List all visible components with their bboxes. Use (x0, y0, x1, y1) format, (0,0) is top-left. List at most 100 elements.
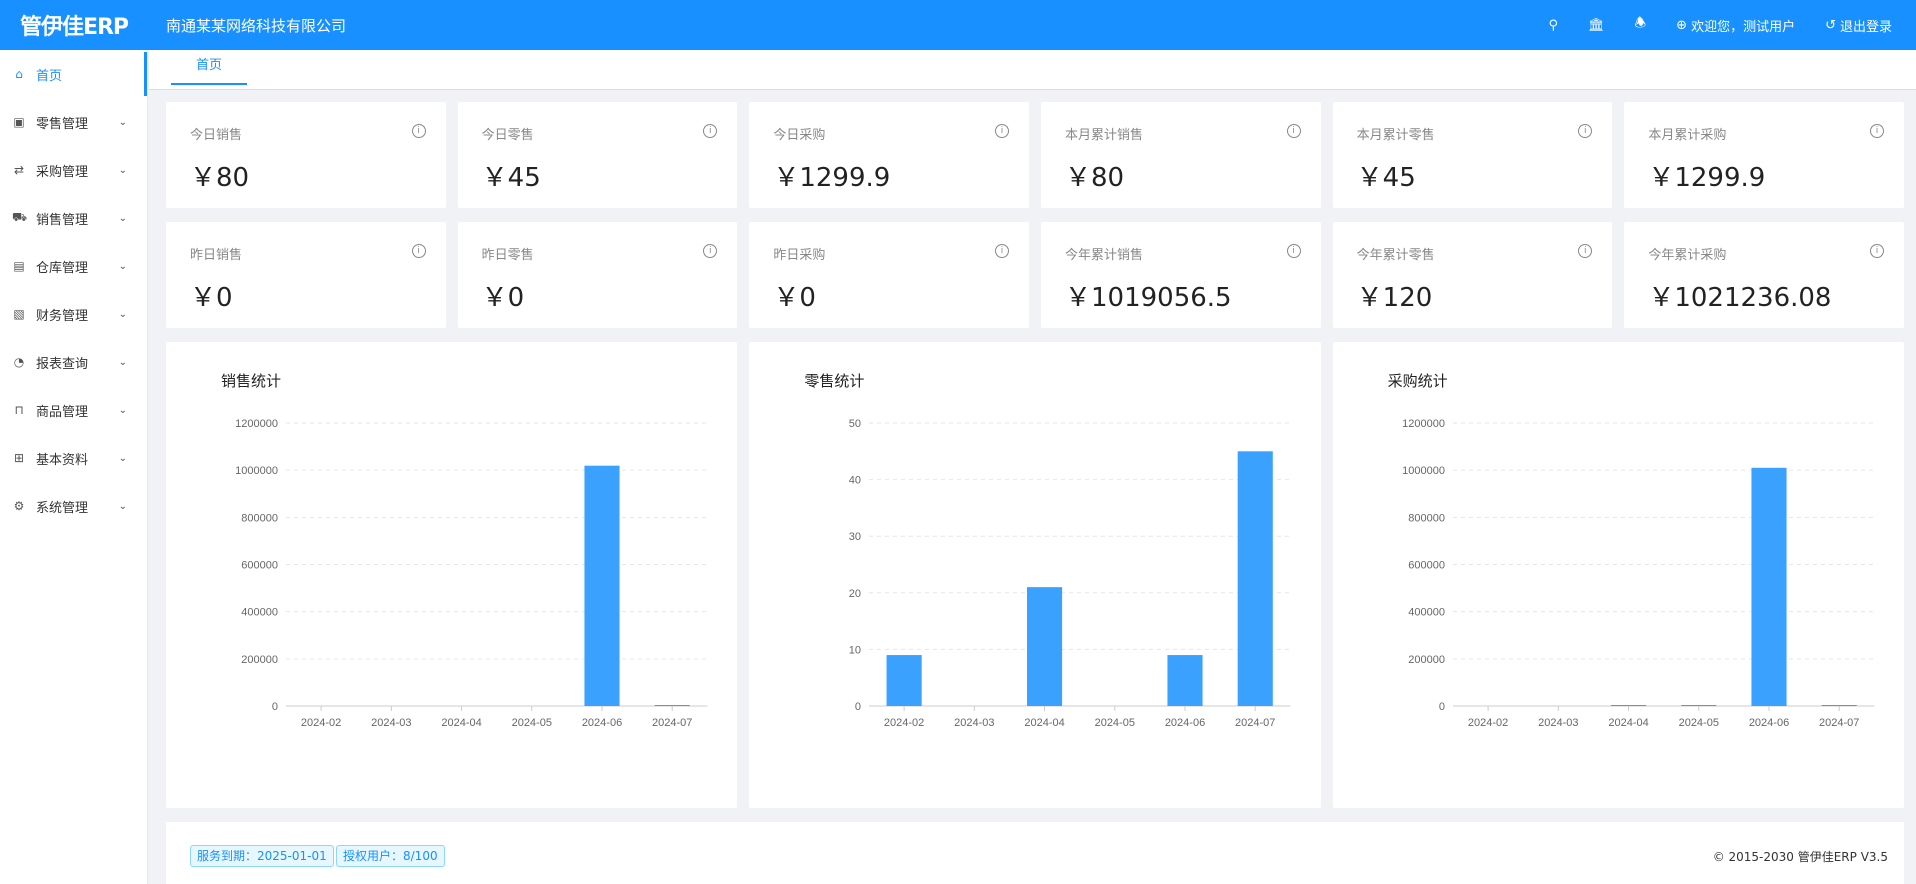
stat-value: ￥45 (481, 163, 541, 193)
info-icon[interactable]: i (994, 244, 1009, 258)
sidebar-item-label: 基本资料 (36, 452, 89, 468)
sidebar-item-label: 仓库管理 (36, 260, 89, 276)
grid-icon: ⊞ (13, 451, 25, 465)
x-tick-label: 2024-04 (441, 717, 481, 729)
sidebar-item-label: 销售管理 (36, 212, 89, 228)
y-tick-label: 800000 (241, 512, 278, 524)
licensed-users-badge: 授权用户：8/100 (336, 845, 445, 867)
stat-label: 昨日销售 (190, 248, 243, 263)
y-tick-label: 400000 (241, 607, 278, 619)
chart-title: 采购统计 (1387, 372, 1448, 390)
sidebar-item-5[interactable]: ▧ 财务管理 ⌄ (0, 290, 147, 338)
swap-icon: ⇄ (13, 163, 25, 177)
sidebar-item-1[interactable]: ▣ 零售管理 ⌄ (0, 98, 147, 146)
bank-icon[interactable]: 🏛 (1588, 17, 1605, 33)
bar (584, 465, 620, 706)
stat-card: 今日零售 i ￥45 (457, 102, 738, 208)
user-icon: ⊕ (1676, 17, 1688, 33)
home-icon: ⌂ (15, 67, 23, 81)
info-icon[interactable]: i (994, 124, 1009, 138)
x-tick-label: 2024-02 (1468, 717, 1508, 729)
stat-label: 今日采购 (773, 128, 826, 143)
chart-card: 零售统计 0 10 20 30 40 50 2024-02 2024-03 2024-04 2024… (749, 342, 1321, 808)
y-tick-label: 1200000 (1402, 418, 1445, 430)
logout-button[interactable]: ↺ 退出登录 (1825, 16, 1892, 35)
bar (1167, 655, 1203, 706)
sidebar-item-7[interactable]: ⊓ 商品管理 ⌄ (0, 386, 147, 434)
info-icon[interactable]: i (1578, 124, 1593, 138)
stat-value: ￥80 (190, 163, 250, 193)
app-logo[interactable]: 管伊佳ERP (19, 15, 129, 40)
chevron-down-icon: ⌄ (118, 404, 127, 416)
sidebar-item-4[interactable]: ▤ 仓库管理 ⌄ (0, 242, 147, 290)
bell-icon[interactable]: 🕭 (1634, 16, 1647, 31)
chevron-down-icon: ⌄ (118, 260, 127, 272)
stat-value: ￥1021236.08 (1648, 283, 1832, 313)
tab-bar: 首页 (149, 50, 1916, 90)
stat-value: ￥0 (190, 283, 233, 313)
stat-card: 今年累计零售 i ￥120 (1332, 222, 1613, 328)
info-icon[interactable]: i (703, 124, 718, 138)
y-tick-label: 30 (849, 531, 861, 543)
bar (1821, 705, 1857, 706)
sidebar-item-label: 采购管理 (36, 164, 89, 180)
chevron-down-icon: ⌄ (118, 308, 127, 320)
user-menu[interactable]: ⊕ 欢迎您，测试用户 (1676, 16, 1795, 35)
stat-card: 今年累计销售 i ￥1019056.5 (1041, 222, 1321, 328)
chevron-down-icon: ⌄ (118, 116, 127, 128)
welcome-text: 欢迎您，测试用户 (1691, 19, 1796, 35)
info-icon[interactable]: i (1578, 244, 1593, 258)
y-tick-label: 20 (849, 588, 861, 600)
search-icon[interactable]: ⚲ (1548, 17, 1558, 33)
sidebar-item-0[interactable]: ⌂ 首页 (0, 50, 147, 98)
bar (654, 705, 690, 706)
tab-home[interactable]: 首页 (171, 50, 247, 85)
stat-value: ￥1299.9 (1648, 163, 1766, 193)
chevron-down-icon: ⌄ (118, 452, 127, 464)
info-icon[interactable]: i (1286, 244, 1301, 258)
info-icon[interactable]: i (703, 244, 718, 258)
sidebar: ⌂ 首页 ▣ 零售管理 ⌄ ⇄ 采购管理 ⌄ ⛟ 销售管理 ⌄ ▤ 仓库管理 ⌄ ▧ 财务管理 ⌄ ◔ 报表查询 ⌄ ⊓… (0, 50, 148, 884)
chart-card: 销售统计 0 200000 400000 600000 800000 1000000 1200… (166, 342, 738, 808)
y-tick-label: 200000 (1408, 654, 1445, 666)
info-icon[interactable]: i (1869, 124, 1884, 138)
logout-icon: ↺ (1825, 17, 1836, 33)
sidebar-item-8[interactable]: ⊞ 基本资料 ⌄ (0, 434, 147, 482)
stat-value: ￥0 (481, 283, 525, 313)
info-icon[interactable]: i (1869, 244, 1884, 258)
y-tick-label: 200000 (241, 654, 278, 666)
y-tick-label: 50 (849, 418, 861, 430)
info-icon[interactable]: i (411, 244, 426, 258)
chevron-down-icon: ⌄ (118, 500, 127, 512)
y-tick-label: 600000 (1408, 560, 1445, 572)
chevron-down-icon: ⌄ (118, 212, 127, 224)
x-tick-label: 2024-06 (1748, 717, 1788, 729)
sidebar-item-3[interactable]: ⛟ 销售管理 ⌄ (0, 194, 147, 242)
x-tick-label: 2024-05 (1678, 717, 1718, 729)
info-icon[interactable]: i (1286, 124, 1301, 138)
sidebar-item-6[interactable]: ◔ 报表查询 ⌄ (0, 338, 147, 386)
stat-label: 本月累计销售 (1065, 128, 1144, 143)
sidebar-item-label: 零售管理 (36, 116, 89, 132)
stat-card: 本月累计采购 i ￥1299.9 (1624, 102, 1904, 208)
info-icon[interactable]: i (411, 124, 426, 138)
stat-value: ￥80 (1065, 163, 1125, 193)
x-tick-label: 2024-03 (954, 717, 994, 729)
sidebar-item-9[interactable]: ⚙ 系统管理 ⌄ (0, 482, 147, 530)
sidebar-item-2[interactable]: ⇄ 采购管理 ⌄ (0, 146, 147, 194)
service-expire-badge: 服务到期：2025-01-01 (190, 845, 334, 867)
x-tick-label: 2024-06 (582, 717, 622, 729)
sidebar-item-label: 报表查询 (36, 356, 89, 372)
x-tick-label: 2024-03 (371, 717, 411, 729)
x-tick-label: 2024-03 (1538, 717, 1578, 729)
y-tick-label: 800000 (1408, 512, 1445, 524)
stat-label: 本月累计零售 (1356, 128, 1435, 143)
bar (886, 655, 922, 706)
x-tick-label: 2024-04 (1025, 717, 1065, 729)
chart-card: 采购统计 0 200000 400000 600000 800000 1000000 1200… (1332, 342, 1904, 808)
top-header: 管伊佳ERP 南通某某网络科技有限公司 ⚲ 🏛 🕭 ⊕ 欢迎您，测试用户 ↺ 退出登… (0, 0, 1916, 50)
x-tick-label: 2024-02 (884, 717, 924, 729)
bar-chart: 0 10 20 30 40 50 2024-02 2024-03 2024-04 2024-05 2… (849, 418, 1291, 729)
stat-value: ￥1299.9 (773, 163, 891, 193)
x-tick-label: 2024-07 (1819, 717, 1859, 729)
